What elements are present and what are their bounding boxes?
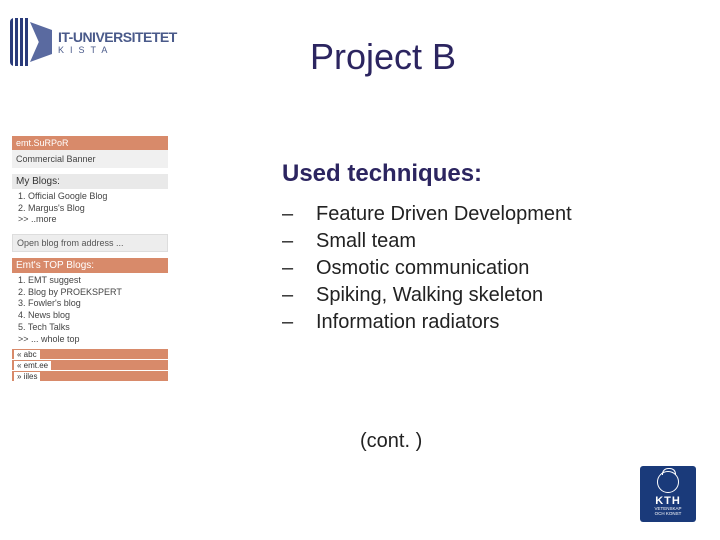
list-item: –Spiking, Walking skeleton xyxy=(282,283,702,308)
list-item: –Small team xyxy=(282,229,702,254)
banner-label: Commercial Banner xyxy=(16,154,96,164)
slide-title: Project B xyxy=(310,36,456,78)
sidebar-screenshot: emt.SuRPoR Commercial Banner My Blogs: 1… xyxy=(12,136,168,382)
kth-crest-icon xyxy=(657,471,679,493)
footer-tag: « abc xyxy=(14,350,40,359)
footer-tag: « emt.ee xyxy=(14,361,51,370)
list-item: –Osmotic communication xyxy=(282,256,702,281)
open-blog-row: Open blog from address ... xyxy=(12,234,168,252)
top-blogs-head: Emt's TOP Blogs: xyxy=(12,258,168,273)
bullet-text: Osmotic communication xyxy=(316,256,529,281)
top-blogs-list: 1. EMT suggest 2. Blog by PROEKSPERT 3. … xyxy=(12,273,168,349)
my-blogs-list: 1. Official Google Blog 2. Margus's Blog… xyxy=(12,189,168,230)
list-item: 3. Fowler's blog xyxy=(18,298,164,310)
logo-mark xyxy=(10,18,52,66)
kth-logo: KTH VETENSKAP OCH KONST xyxy=(640,466,696,522)
list-item: 5. Tech Talks xyxy=(18,322,164,334)
sidebar-topbar-label: emt.SuRPoR xyxy=(16,138,69,148)
list-item: 1. EMT suggest xyxy=(18,275,164,287)
kth-sub2: OCH KONST xyxy=(655,512,682,517)
logo-line1: IT-UNIVERSITETET xyxy=(58,30,177,44)
list-item: 2. Margus's Blog xyxy=(18,203,164,215)
footer-bar: « emt.ee xyxy=(12,360,168,370)
continuation-note: (cont. ) xyxy=(360,430,422,453)
footer-tag: » iiles xyxy=(14,372,40,381)
list-item: 2. Blog by PROEKSPERT xyxy=(18,287,164,299)
list-item: –Feature Driven Development xyxy=(282,202,702,227)
bullet-text: Small team xyxy=(316,229,416,254)
commercial-banner: Commercial Banner xyxy=(12,150,168,168)
sidebar-topbar: emt.SuRPoR xyxy=(12,136,168,150)
my-blogs-head: My Blogs: xyxy=(12,174,168,189)
main-content: Used techniques: –Feature Driven Develop… xyxy=(282,160,702,337)
list-item: –Information radiators xyxy=(282,310,702,335)
bullet-text: Feature Driven Development xyxy=(316,202,572,227)
footer-bar: « abc xyxy=(12,349,168,359)
logo-line2: KISTA xyxy=(58,46,177,55)
list-item: >> ... whole top xyxy=(18,334,164,346)
list-item: >> ..more xyxy=(18,214,164,226)
footer-bar: » iiles xyxy=(12,371,168,381)
it-universitetet-logo: IT-UNIVERSITETET KISTA xyxy=(10,18,177,66)
bullet-text: Spiking, Walking skeleton xyxy=(316,283,543,308)
list-item: 4. News blog xyxy=(18,310,164,322)
techniques-list: –Feature Driven Development –Small team … xyxy=(282,202,702,335)
list-item: 1. Official Google Blog xyxy=(18,191,164,203)
bullet-text: Information radiators xyxy=(316,310,499,335)
subheading: Used techniques: xyxy=(282,160,702,188)
